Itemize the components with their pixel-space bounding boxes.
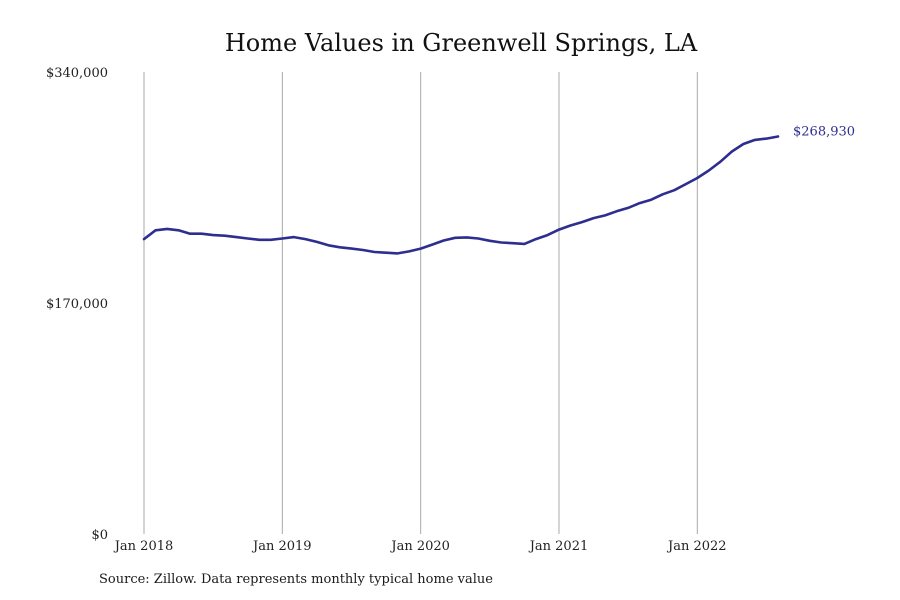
y-axis-ticks: $0 $170,000 $340,000 xyxy=(46,66,108,543)
source-note: Source: Zillow. Data represents monthly … xyxy=(99,572,493,587)
gridlines xyxy=(143,72,698,534)
x-tick-label: Jan 2020 xyxy=(389,539,450,554)
y-tick-label: $170,000 xyxy=(46,297,108,312)
series-layer: $268,930 xyxy=(142,125,855,255)
x-tick-label: Jan 2018 xyxy=(113,539,174,554)
x-tick-label: Jan 2022 xyxy=(666,539,727,554)
x-tick-label: Jan 2019 xyxy=(251,539,312,554)
series-line-0 xyxy=(142,135,780,255)
end-value-label: $268,930 xyxy=(793,125,855,140)
chart-title: Home Values in Greenwell Springs, LA xyxy=(225,29,698,57)
x-tick-label: Jan 2021 xyxy=(528,539,589,554)
y-tick-label: $340,000 xyxy=(46,66,108,81)
x-axis-ticks: Jan 2018 Jan 2019 Jan 2020 Jan 2021 Jan 2022 xyxy=(113,539,727,554)
y-tick-label: $0 xyxy=(91,528,108,543)
